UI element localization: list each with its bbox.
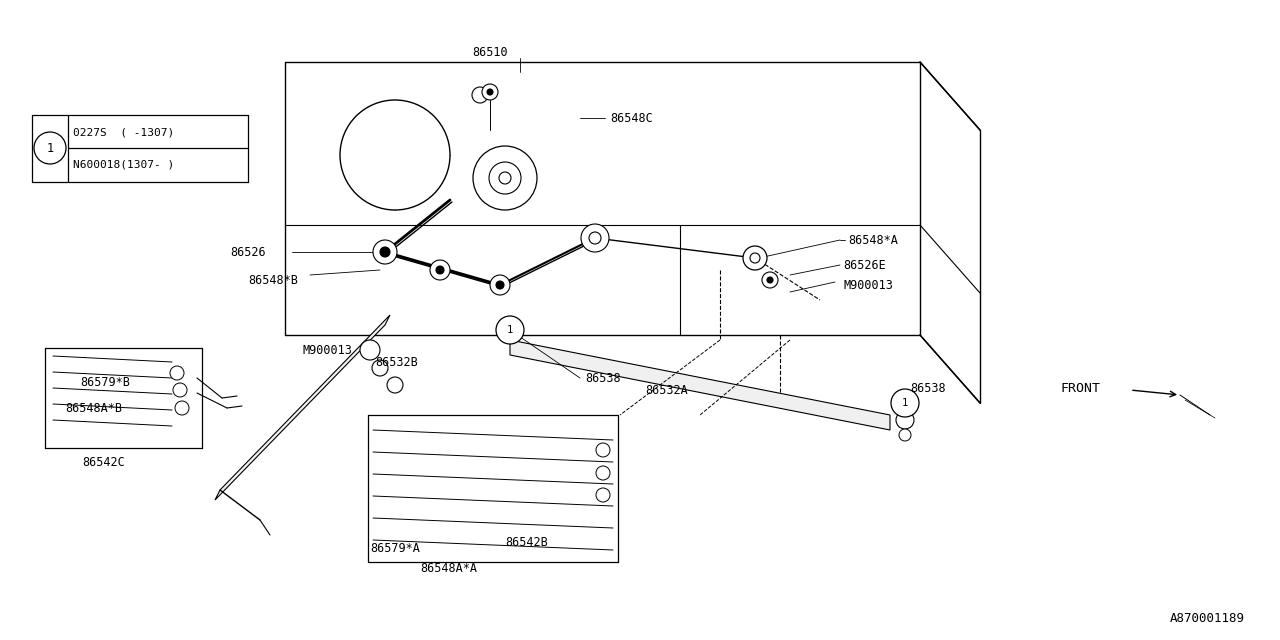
Circle shape: [35, 132, 67, 164]
Circle shape: [596, 443, 611, 457]
Text: 86548A*B: 86548A*B: [65, 401, 122, 415]
Circle shape: [486, 89, 493, 95]
Circle shape: [497, 281, 504, 289]
Text: 86579*B: 86579*B: [81, 376, 129, 388]
Circle shape: [581, 224, 609, 252]
Polygon shape: [215, 315, 390, 500]
Circle shape: [489, 162, 521, 194]
Text: 86538: 86538: [910, 381, 946, 394]
Circle shape: [742, 246, 767, 270]
Text: 86542B: 86542B: [506, 536, 548, 548]
Circle shape: [596, 466, 611, 480]
Text: FRONT: FRONT: [1060, 381, 1100, 394]
Text: 86542C: 86542C: [82, 456, 124, 468]
Text: 1: 1: [46, 141, 54, 154]
Circle shape: [436, 266, 444, 274]
Circle shape: [380, 247, 390, 257]
Text: 86526E: 86526E: [844, 259, 886, 271]
Circle shape: [173, 383, 187, 397]
Text: 86548C: 86548C: [611, 111, 653, 125]
Circle shape: [891, 389, 919, 417]
Text: 86538: 86538: [585, 371, 621, 385]
Text: 86532B: 86532B: [375, 355, 417, 369]
Text: 0227S  ( -1307): 0227S ( -1307): [73, 127, 174, 137]
Text: 86532A: 86532A: [645, 383, 687, 397]
Circle shape: [762, 272, 778, 288]
Text: M900013: M900013: [844, 278, 893, 291]
Circle shape: [750, 253, 760, 263]
Circle shape: [372, 240, 397, 264]
Circle shape: [497, 316, 524, 344]
Circle shape: [340, 100, 451, 210]
Text: 86526: 86526: [230, 246, 266, 259]
Text: 86548A*A: 86548A*A: [420, 561, 477, 575]
Circle shape: [170, 366, 184, 380]
Circle shape: [499, 172, 511, 184]
Text: 86548*B: 86548*B: [248, 273, 298, 287]
Circle shape: [490, 275, 509, 295]
Text: 86579*A: 86579*A: [370, 541, 420, 554]
Circle shape: [430, 260, 451, 280]
Text: N600018(1307- ): N600018(1307- ): [73, 159, 174, 169]
Circle shape: [472, 87, 488, 103]
Circle shape: [899, 429, 911, 441]
Circle shape: [474, 146, 538, 210]
Circle shape: [175, 401, 189, 415]
Circle shape: [589, 232, 602, 244]
Polygon shape: [509, 340, 890, 430]
Circle shape: [896, 411, 914, 429]
Circle shape: [767, 277, 773, 283]
Text: M900013: M900013: [302, 344, 352, 356]
Text: 1: 1: [902, 398, 908, 408]
Circle shape: [596, 488, 611, 502]
Text: A870001189: A870001189: [1170, 612, 1245, 625]
Text: 1: 1: [507, 325, 513, 335]
Text: 86548*A: 86548*A: [849, 234, 897, 246]
Text: 86510: 86510: [472, 45, 508, 58]
Circle shape: [483, 84, 498, 100]
Circle shape: [372, 360, 388, 376]
Circle shape: [360, 340, 380, 360]
Circle shape: [387, 377, 403, 393]
